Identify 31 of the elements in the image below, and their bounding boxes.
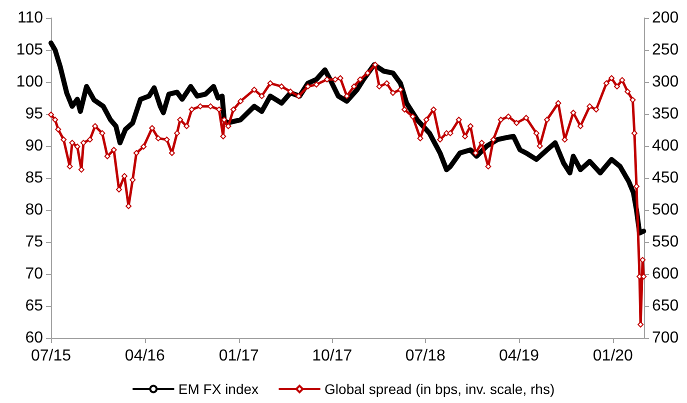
legend-label: Global spread (in bps, inv. scale, rhs) xyxy=(324,381,555,397)
x-tick-label: 01/17 xyxy=(218,348,259,364)
x-tick-label: 07/15 xyxy=(30,348,72,364)
y2-tick-label: 650 xyxy=(652,298,679,314)
y-tick-label: 60 xyxy=(25,330,44,346)
y2-tick-label: 550 xyxy=(652,234,679,250)
y2-tick-label: 700 xyxy=(652,330,679,346)
y-tick-label: 85 xyxy=(25,170,44,186)
y-tick-label: 70 xyxy=(25,266,44,282)
y2-tick-label: 300 xyxy=(652,74,679,90)
legend-label: EM FX index xyxy=(178,381,259,397)
y-tick-label: 75 xyxy=(25,234,44,250)
x-tick-label: 10/17 xyxy=(312,348,352,364)
y-tick-label: 95 xyxy=(25,106,44,122)
y2-tick-label: 600 xyxy=(652,266,679,282)
x-tick-label: 01/20 xyxy=(592,348,634,364)
y2-tick-label: 200 xyxy=(652,10,679,26)
y2-tick-label: 250 xyxy=(652,42,679,58)
y2-tick-label: 450 xyxy=(652,170,679,186)
x-tick-label: 04/19 xyxy=(498,348,540,364)
y-tick-label: 80 xyxy=(25,202,44,218)
y-tick-label: 110 xyxy=(17,10,44,26)
y2-tick-label: 500 xyxy=(652,202,679,218)
y-tick-label: 105 xyxy=(16,42,44,58)
y-tick-label: 90 xyxy=(25,138,44,154)
x-tick-label: 04/16 xyxy=(124,348,166,364)
x-tick-label: 07/18 xyxy=(405,348,446,364)
y-tick-label: 65 xyxy=(25,298,44,314)
y2-tick-label: 400 xyxy=(652,138,679,154)
y2-tick-label: 350 xyxy=(652,106,679,122)
y-tick-label: 100 xyxy=(16,74,44,90)
